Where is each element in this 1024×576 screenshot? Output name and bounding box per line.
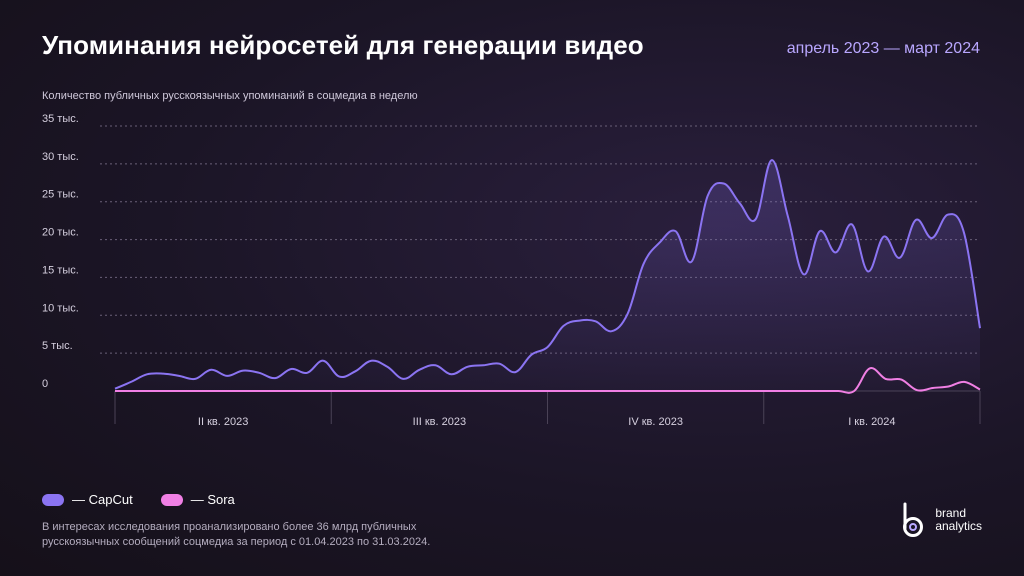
- y-tick-label: 0: [42, 378, 48, 390]
- legend-swatch-sora: [160, 493, 183, 506]
- x-tick-label: III кв. 2023: [413, 416, 466, 428]
- footnote-line-1: В интересах исследования проанализирован…: [42, 521, 417, 533]
- footnote-line-2: русскоязычных сообщений соцмедиа за пери…: [42, 536, 431, 548]
- brand-logo: brand analytics: [899, 500, 982, 540]
- y-tick-label: 5 тыс.: [42, 340, 73, 352]
- brand-logo-icon: [903, 502, 924, 537]
- y-tick-label: 20 тыс.: [42, 227, 79, 239]
- period-label: апрель 2023 — март 2024: [786, 40, 980, 57]
- y-axis: 35 тыс. 30 тыс. 25 тыс. 20 тыс. 15 тыс. 10 ты…: [42, 113, 79, 390]
- x-tick-label: IV кв. 2023: [628, 416, 683, 428]
- legend-swatch-capcut: [42, 493, 64, 506]
- legend-item-capcut: — CapCut: [42, 492, 133, 507]
- series-area-capcut: [115, 160, 980, 391]
- x-tick-label: I кв. 2024: [848, 416, 895, 428]
- y-tick-label: 30 тыс.: [42, 151, 79, 163]
- footnote: В интересах исследования проанализирован…: [42, 520, 482, 550]
- legend: — CapCut — Sora: [42, 492, 235, 507]
- legend-item-sora: — Sora: [160, 492, 235, 507]
- y-tick-label: 25 тыс.: [42, 189, 79, 201]
- legend-label-sora: — Sora: [190, 492, 235, 507]
- series-layer: [114, 159, 981, 394]
- y-tick-label: 10 тыс.: [42, 302, 79, 314]
- y-tick-label: 15 тыс.: [42, 264, 79, 276]
- x-axis: II кв. 2023 III кв. 2023 IV кв. 2023 I кв. …: [114, 390, 981, 428]
- brand-name: brand analytics: [935, 507, 982, 533]
- brand-line-2: analytics: [935, 519, 982, 533]
- brand-line-1: brand: [935, 506, 967, 520]
- x-tick-label: II кв. 2023: [198, 416, 248, 428]
- series-line-capcut: [114, 159, 981, 390]
- chart-subtitle: Количество публичных русскоязычных упоми…: [42, 90, 418, 102]
- legend-label-capcut: — CapCut: [72, 492, 133, 507]
- chart-title: Упоминания нейросетей для генерации виде…: [42, 30, 644, 60]
- y-tick-label: 35 тыс.: [42, 113, 79, 125]
- series-line-sora: [115, 367, 981, 394]
